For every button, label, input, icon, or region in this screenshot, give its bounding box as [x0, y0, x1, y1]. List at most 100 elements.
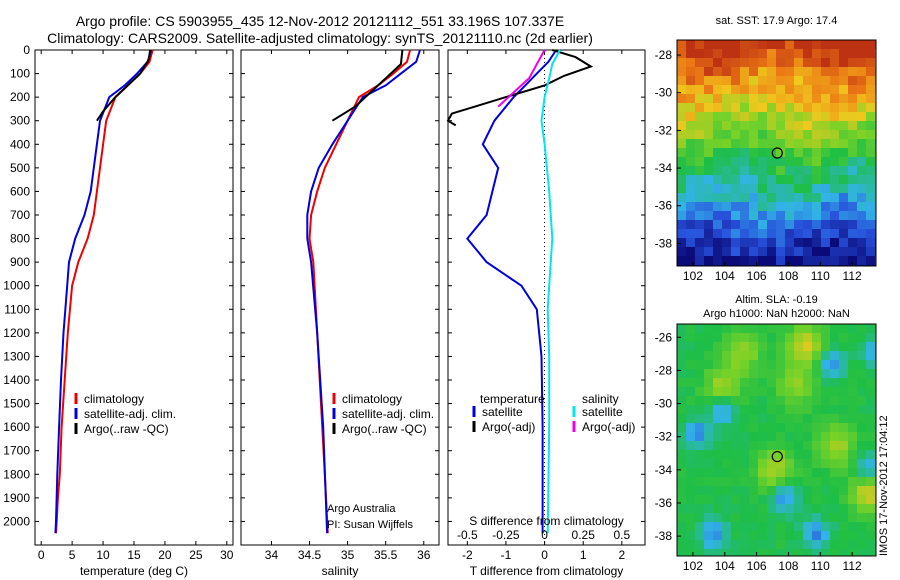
- sla-cell: [848, 333, 857, 342]
- sla-cell: [812, 531, 821, 540]
- sst-cell: [677, 130, 686, 139]
- sst-cell: [767, 76, 776, 85]
- sst-cell: [812, 94, 821, 103]
- sla-cell: [767, 495, 776, 504]
- sst-cell: [866, 211, 875, 220]
- sla-cell: [695, 513, 704, 522]
- sst-cell: [821, 148, 830, 157]
- sst-cell: [749, 202, 758, 211]
- sst-cell: [758, 202, 767, 211]
- sla-cell: [677, 522, 686, 531]
- sla-cell: [857, 387, 866, 396]
- sst-cell: [812, 229, 821, 238]
- sst-cell: [767, 184, 776, 193]
- sst-cell: [794, 130, 803, 139]
- sst-cell: [767, 67, 776, 76]
- sla-cell: [677, 450, 686, 459]
- sla-cell: [821, 441, 830, 450]
- sst-cell: [866, 157, 875, 166]
- sla-cell: [704, 369, 713, 378]
- sla-cell: [794, 423, 803, 432]
- sst-cell: [821, 58, 830, 67]
- sla-cell: [722, 378, 731, 387]
- sst-cell: [866, 121, 875, 130]
- argo-location-marker: [771, 147, 783, 159]
- sla-cell: [830, 477, 839, 486]
- sla-cell: [686, 477, 695, 486]
- sst-cell: [722, 175, 731, 184]
- sla-cell: [839, 414, 848, 423]
- sla-cell: [812, 405, 821, 414]
- sst-cell: [839, 256, 848, 265]
- sst-cell: [830, 85, 839, 94]
- sla-cell: [785, 432, 794, 441]
- sst-cell: [803, 256, 812, 265]
- sst-cell: [830, 58, 839, 67]
- sla-cell: [704, 360, 713, 369]
- sla-cell: [767, 513, 776, 522]
- sla-cell: [713, 513, 722, 522]
- sla-cell: [830, 351, 839, 360]
- sla-cell: [803, 369, 812, 378]
- sla-cell: [695, 342, 704, 351]
- sla-cell: [839, 468, 848, 477]
- sst-cell: [839, 148, 848, 157]
- legend-label: Argo(-adj): [582, 420, 635, 434]
- sla-cell: [830, 396, 839, 405]
- sla-cell: [857, 531, 866, 540]
- x-axis-label: T difference from climatology: [470, 564, 624, 578]
- sst-cell: [848, 58, 857, 67]
- sla-cell: [848, 432, 857, 441]
- sst-cell: [776, 67, 785, 76]
- sst-cell: [722, 85, 731, 94]
- sst-cell: [731, 256, 740, 265]
- sla-cell: [740, 324, 749, 333]
- sla-cell: [794, 477, 803, 486]
- sst-cell: [830, 229, 839, 238]
- sst-cell: [794, 85, 803, 94]
- sla-cell: [731, 396, 740, 405]
- sla-cell: [758, 549, 767, 556]
- sla-cell: [758, 351, 767, 360]
- sst-cell: [821, 85, 830, 94]
- sst-cell: [740, 94, 749, 103]
- chart-title-line2: Climatology: CARS2009. Satellite-adjuste…: [47, 30, 593, 46]
- sst-cell: [803, 85, 812, 94]
- sst-cell: [821, 76, 830, 85]
- sla-cell: [821, 549, 830, 556]
- sla-cell: [731, 324, 740, 333]
- sla-cell: [722, 423, 731, 432]
- sst-cell: [785, 184, 794, 193]
- sla-cell: [677, 324, 686, 333]
- sla-cell: [821, 504, 830, 513]
- sst-cell: [704, 211, 713, 220]
- sst-cell: [785, 148, 794, 157]
- sst-cell: [794, 103, 803, 112]
- sla-cell: [776, 513, 785, 522]
- sla-cell: [776, 351, 785, 360]
- sla-cell: [749, 360, 758, 369]
- sst-cell: [767, 94, 776, 103]
- sla-cell: [785, 378, 794, 387]
- sla-cell: [839, 378, 848, 387]
- sla-cell: [686, 486, 695, 495]
- sst-cell: [848, 40, 857, 49]
- sla-cell: [803, 441, 812, 450]
- sla-cell: [848, 423, 857, 432]
- sst-cell: [812, 49, 821, 58]
- sst-cell: [731, 220, 740, 229]
- sst-cell: [857, 220, 866, 229]
- sla-cell: [866, 468, 875, 477]
- sst-cell: [848, 67, 857, 76]
- sla-cell: [857, 450, 866, 459]
- y-tick-label: 1100: [4, 302, 30, 316]
- sst-cell: [803, 157, 812, 166]
- plot-frame-3: [447, 49, 646, 546]
- sst-cell: [830, 175, 839, 184]
- sla-cell: [848, 342, 857, 351]
- sla-cell: [812, 414, 821, 423]
- sla-cell: [713, 423, 722, 432]
- sla-cell: [839, 324, 848, 333]
- sst-cell: [740, 256, 749, 265]
- sla-cell: [686, 396, 695, 405]
